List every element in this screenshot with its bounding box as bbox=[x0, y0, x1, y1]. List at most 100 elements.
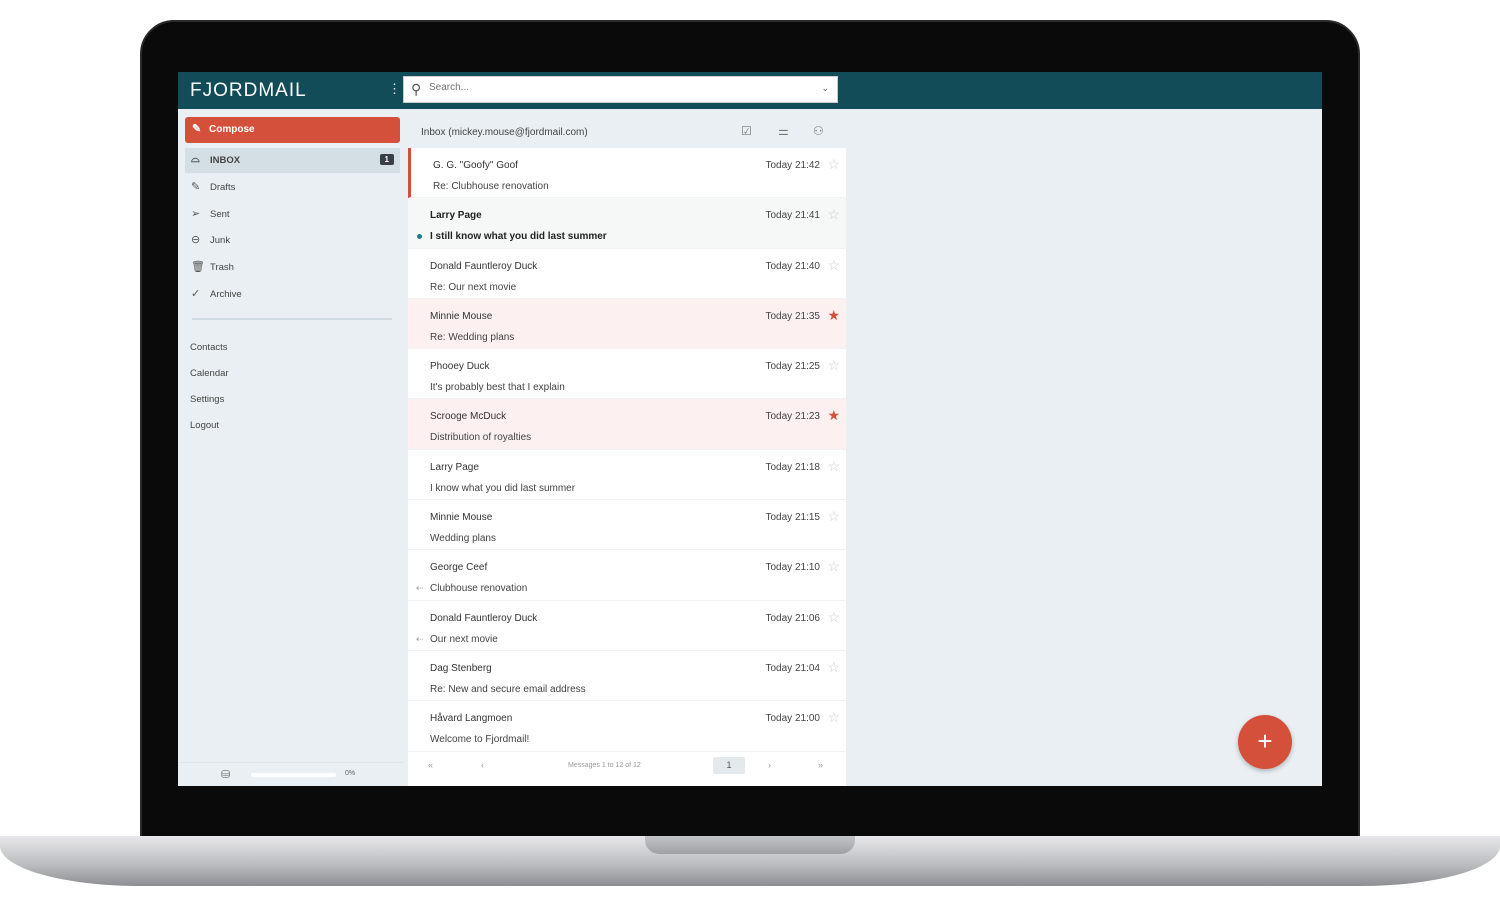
message-row[interactable]: Larry Page I know what you did last summ… bbox=[408, 449, 846, 501]
message-time: Today 21:10 bbox=[765, 562, 821, 574]
message-row[interactable]: Minnie Mouse Wedding plans Today 21:15 ☆ bbox=[408, 500, 846, 551]
chevron-down-icon[interactable]: ⌄ bbox=[821, 83, 829, 93]
message-row[interactable]: Larry Page I still know what you did las… bbox=[408, 198, 846, 249]
message-sender: Phooey Duck bbox=[430, 361, 490, 373]
message-sender: G. G. "Goofy" Goof bbox=[433, 160, 518, 171]
message-subject: Re: Clubhouse renovation bbox=[433, 181, 549, 192]
message-subject: Re: Our next movie bbox=[430, 281, 517, 293]
storage-bar bbox=[251, 773, 336, 777]
send-icon: ➢ bbox=[191, 207, 201, 220]
account-icon[interactable]: ⚇ bbox=[813, 124, 824, 138]
trash-icon: 🗑 bbox=[191, 261, 205, 274]
app-header: FJORDMAIL ⋮ ⚲ ⌄ bbox=[178, 72, 1322, 109]
storage-percent: 0% bbox=[345, 770, 356, 777]
star-icon[interactable]: ★ bbox=[827, 306, 840, 323]
message-sender: Donald Fauntleroy Duck bbox=[430, 260, 538, 272]
message-row[interactable]: G. G. "Goofy" Goof Re: Clubhouse renovat… bbox=[408, 148, 846, 199]
message-row[interactable]: Donald Fauntleroy Duck Re: Our next movi… bbox=[408, 248, 846, 299]
message-sender: Håvard Langmoen bbox=[430, 713, 513, 725]
message-time: Today 21:06 bbox=[765, 612, 821, 624]
message-row[interactable]: George Ceef Clubhouse renovation Today 2… bbox=[408, 550, 846, 601]
page-1-button[interactable]: 1 bbox=[713, 757, 745, 774]
replied-arrow-icon: ⇠ bbox=[416, 633, 424, 644]
star-icon[interactable]: ☆ bbox=[827, 206, 840, 223]
app-logo: FJORDMAIL bbox=[190, 80, 307, 101]
unread-badge: 1 bbox=[379, 154, 394, 165]
search-input[interactable] bbox=[429, 82, 809, 93]
pencil-icon: ✎ bbox=[191, 180, 201, 193]
message-time: Today 21:18 bbox=[765, 461, 821, 473]
sidebar-item-label: Sent bbox=[210, 208, 230, 220]
star-icon[interactable]: ☆ bbox=[827, 709, 840, 726]
message-sender: Scrooge McDuck bbox=[430, 411, 507, 423]
message-time: Today 21:25 bbox=[765, 361, 821, 373]
menu-dots-icon[interactable]: ⋮ bbox=[388, 81, 401, 96]
message-time: Today 21:42 bbox=[765, 160, 821, 171]
sidebar-item-archive[interactable]: ✓ Archive bbox=[185, 282, 400, 307]
sidebar-link-logout[interactable]: Logout bbox=[190, 420, 220, 431]
message-sender: George Ceef bbox=[430, 562, 488, 574]
first-page-button[interactable]: « bbox=[428, 760, 434, 770]
last-page-button[interactable]: » bbox=[818, 760, 824, 770]
next-page-button[interactable]: › bbox=[768, 760, 771, 770]
message-time: Today 21:00 bbox=[765, 713, 821, 725]
message-time: Today 21:15 bbox=[765, 512, 821, 524]
message-row[interactable]: Håvard Langmoen Welcome to Fjordmail! To… bbox=[408, 701, 846, 752]
search-box[interactable]: ⚲ ⌄ bbox=[403, 76, 838, 103]
sidebar-divider bbox=[192, 318, 392, 320]
message-subject: Distribution of royalties bbox=[430, 432, 532, 444]
sidebar-link-calendar[interactable]: Calendar bbox=[190, 368, 229, 379]
message-subject: Wedding plans bbox=[430, 533, 496, 545]
message-subject: Welcome to Fjordmail! bbox=[430, 734, 530, 746]
message-row[interactable]: Minnie Mouse Re: Wedding plans Today 21:… bbox=[408, 298, 846, 350]
message-time: Today 21:04 bbox=[765, 662, 821, 674]
sidebar-item-label: Archive bbox=[210, 289, 242, 300]
message-sender: Minnie Mouse bbox=[430, 310, 493, 322]
star-icon[interactable]: ☆ bbox=[827, 156, 840, 172]
sidebar-item-label: Trash bbox=[210, 262, 234, 274]
message-sender: Minnie Mouse bbox=[430, 512, 493, 524]
star-icon[interactable]: ☆ bbox=[827, 256, 840, 273]
sidebar-item-inbox[interactable]: ⌓ INBOX 1 bbox=[185, 148, 400, 173]
star-icon[interactable]: ☆ bbox=[827, 658, 840, 675]
message-row[interactable]: Donald Fauntleroy Duck Our next movie To… bbox=[408, 600, 846, 651]
sidebar-link-settings[interactable]: Settings bbox=[190, 394, 225, 405]
star-icon[interactable]: ☆ bbox=[827, 608, 840, 625]
star-icon[interactable]: ☆ bbox=[827, 457, 840, 474]
star-icon[interactable]: ★ bbox=[827, 407, 840, 424]
message-row[interactable]: Dag Stenberg Re: New and secure email ad… bbox=[408, 650, 846, 702]
inbox-icon: ⌓ bbox=[191, 153, 200, 165]
check-icon: ✓ bbox=[191, 288, 201, 300]
sidebar-item-label: Drafts bbox=[210, 181, 236, 193]
inbox-header: Inbox (mickey.mouse@fjordmail.com) ☑ ⚌ ⚇ bbox=[408, 117, 846, 147]
sidebar-item-sent[interactable]: ➢ Sent bbox=[185, 202, 400, 227]
star-icon[interactable]: ☆ bbox=[827, 357, 840, 374]
message-subject: Re: New and secure email address bbox=[430, 683, 586, 695]
message-subject: Our next movie bbox=[430, 633, 498, 645]
message-time: Today 21:35 bbox=[765, 310, 821, 322]
message-row[interactable]: Scrooge McDuck Distribution of royalties… bbox=[408, 399, 846, 450]
pagination: « ‹ Messages 1 to 12 of 12 1 › » bbox=[408, 752, 846, 786]
prev-page-button[interactable]: ‹ bbox=[481, 760, 484, 770]
select-all-icon[interactable]: ☑ bbox=[741, 124, 752, 138]
sidebar-item-drafts[interactable]: ✎ Drafts bbox=[185, 175, 400, 200]
star-icon[interactable]: ☆ bbox=[827, 558, 840, 575]
message-time: Today 21:41 bbox=[765, 210, 821, 222]
compose-button[interactable]: ✎ Compose bbox=[185, 117, 400, 143]
sidebar-item-trash[interactable]: 🗑 Trash bbox=[185, 255, 400, 280]
sidebar-item-junk[interactable]: ⊖ Junk bbox=[185, 228, 400, 253]
compose-icon: ✎ bbox=[192, 123, 202, 135]
message-sender: Donald Fauntleroy Duck bbox=[430, 612, 538, 624]
star-icon[interactable]: ☆ bbox=[827, 508, 840, 525]
message-sender: Dag Stenberg bbox=[430, 662, 492, 674]
sidebar-link-contacts[interactable]: Contacts bbox=[190, 342, 228, 353]
message-time: Today 21:40 bbox=[765, 260, 821, 272]
message-subject: I know what you did last summer bbox=[430, 482, 576, 494]
message-sender: Larry Page bbox=[430, 461, 479, 473]
message-row[interactable]: Phooey Duck It's probably best that I ex… bbox=[408, 349, 846, 400]
laptop-notch bbox=[645, 836, 855, 854]
message-sender: Larry Page bbox=[430, 210, 482, 222]
filter-icon[interactable]: ⚌ bbox=[778, 124, 789, 138]
new-message-fab[interactable]: + bbox=[1238, 715, 1292, 769]
message-time: Today 21:23 bbox=[765, 411, 821, 423]
